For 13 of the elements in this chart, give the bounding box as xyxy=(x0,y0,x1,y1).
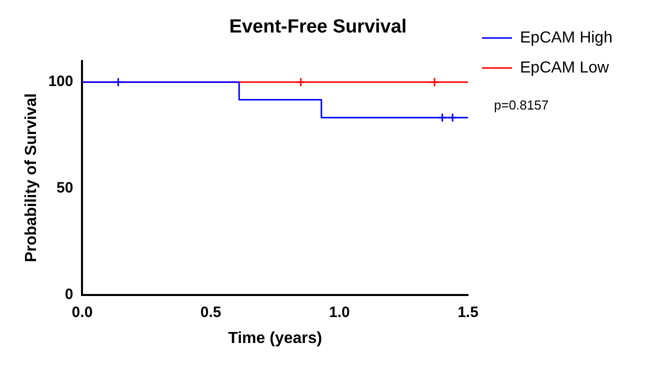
legend-label: EpCAM Low xyxy=(520,59,610,76)
chart-title: Event-Free Survival xyxy=(229,16,407,38)
text: p=0.8157 xyxy=(494,98,549,113)
x-axis-title: Time (years) xyxy=(228,330,322,347)
x-tick-label: 0.5 xyxy=(200,304,222,321)
x-tick-label: 0.0 xyxy=(72,304,93,321)
legend-label: EpCAM High xyxy=(520,29,612,46)
y-tick-label: 50 xyxy=(56,180,74,197)
x-tick-label: 1.0 xyxy=(328,304,350,321)
x-tick-label: 1.5 xyxy=(458,304,478,321)
y-tick-label: 0 xyxy=(64,286,74,303)
y-axis-title: Probability of Survival xyxy=(23,93,40,262)
y-tick-label: 100 xyxy=(48,73,74,90)
